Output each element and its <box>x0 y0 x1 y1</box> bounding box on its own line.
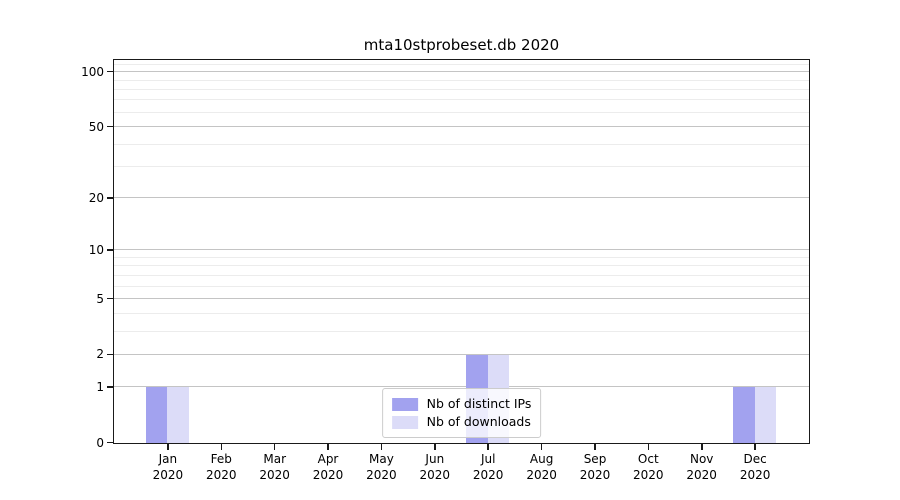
chart-title: mta10stprobeset.db 2020 <box>363 36 560 54</box>
x-tick-mark <box>327 444 329 450</box>
bar-downloads <box>167 387 189 443</box>
y-tick-label: 1 <box>96 379 104 394</box>
legend-entry: Nb of distinct IPs <box>391 396 532 412</box>
plot-area: Nb of distinct IPs Nb of downloads <box>113 59 810 444</box>
x-tick-label: Oct 2020 <box>633 452 664 482</box>
major-gridline <box>114 353 809 355</box>
x-tick-label: May 2020 <box>366 452 397 482</box>
y-tick-label: 0 <box>96 435 104 450</box>
x-tick-mark <box>647 444 650 450</box>
minor-gridline <box>114 285 809 287</box>
x-tick-label: Jul 2020 <box>472 452 504 482</box>
x-tick-mark <box>220 444 222 450</box>
minor-gridline <box>114 330 809 332</box>
y-tick-mark <box>106 353 113 355</box>
y-tick-label: 50 <box>88 119 104 134</box>
y-tick-mark <box>106 70 113 73</box>
x-tick-label: Jun 2020 <box>419 452 451 482</box>
y-tick-mark <box>106 125 113 128</box>
legend-label: Nb of distinct IPs <box>426 396 532 411</box>
legend: Nb of distinct IPs Nb of downloads <box>381 388 542 438</box>
bar-downloads <box>754 387 776 443</box>
y-tick-mark <box>106 197 113 199</box>
minor-gridline <box>114 274 809 276</box>
bar-distinct-ips <box>146 387 168 443</box>
legend-label: Nb of downloads <box>426 414 531 429</box>
x-tick-mark <box>540 444 543 450</box>
major-gridline <box>114 298 809 299</box>
y-tick-label: 20 <box>88 190 104 205</box>
x-tick-label: Sep 2020 <box>579 452 611 482</box>
major-gridline <box>114 197 809 199</box>
major-gridline <box>114 71 809 73</box>
y-tick-mark <box>106 297 113 300</box>
y-tick-label: 10 <box>88 242 104 257</box>
y-tick-label: 5 <box>96 291 104 306</box>
y-tick-label: 100 <box>81 64 104 79</box>
x-tick-mark <box>273 444 276 450</box>
minor-gridline <box>114 312 809 314</box>
legend-swatch <box>391 397 418 411</box>
legend-entry: Nb of downloads <box>391 414 532 430</box>
minor-gridline <box>114 143 809 145</box>
x-tick-label: Aug 2020 <box>526 452 557 482</box>
x-tick-mark <box>754 444 756 450</box>
x-tick-mark <box>380 444 383 450</box>
legend-swatch <box>391 415 418 429</box>
x-tick-mark <box>167 444 169 450</box>
major-gridline <box>114 386 809 388</box>
grid-layer <box>114 60 809 443</box>
minor-gridline <box>114 99 809 101</box>
x-tick-label: Mar 2020 <box>259 452 290 482</box>
x-tick-mark <box>594 444 596 450</box>
minor-gridline <box>114 265 809 267</box>
bar-layer <box>114 60 809 443</box>
x-tick-mark <box>701 444 703 450</box>
x-tick-label: Jan 2020 <box>152 452 184 482</box>
major-gridline <box>114 249 809 251</box>
x-tick-label: Apr 2020 <box>312 452 344 482</box>
x-tick-label: Feb 2020 <box>206 452 237 482</box>
y-tick-label: 2 <box>96 347 104 362</box>
minor-gridline <box>114 166 809 167</box>
minor-gridline <box>114 79 809 81</box>
minor-gridline <box>114 111 809 113</box>
major-gridline <box>114 126 809 127</box>
x-tick-mark <box>434 444 436 450</box>
minor-gridline <box>114 63 809 65</box>
minor-gridline <box>114 88 809 90</box>
x-tick-label: Dec 2020 <box>739 452 771 482</box>
y-tick-mark <box>106 386 113 388</box>
x-tick-label: Nov 2020 <box>686 452 717 482</box>
bar-distinct-ips <box>733 387 755 443</box>
y-tick-mark <box>106 441 113 444</box>
y-tick-mark <box>106 249 113 251</box>
minor-gridline <box>114 257 809 258</box>
x-tick-mark <box>487 444 489 450</box>
